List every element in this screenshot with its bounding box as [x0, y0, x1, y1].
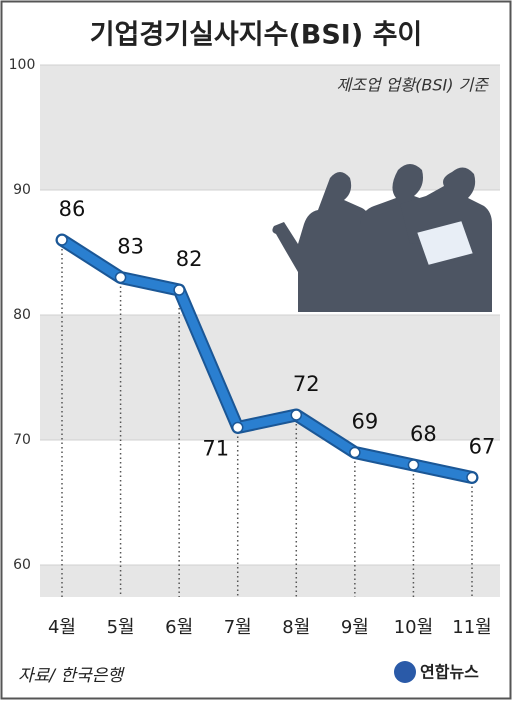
point: [407, 459, 420, 471]
credit: 연합뉴스: [420, 663, 479, 682]
point: [349, 446, 361, 459]
y-tick-label: 70: [13, 432, 31, 448]
data-label: 72: [293, 372, 320, 396]
data-label: 67: [469, 435, 496, 459]
y-tick-label: 90: [13, 182, 31, 198]
chart-title: 기업경기실사지수(BSI) 추이: [90, 20, 423, 51]
point: [56, 234, 68, 246]
x-tick-label: 11월: [452, 617, 491, 638]
x-tick-label: 10월: [394, 617, 433, 638]
point: [114, 271, 127, 284]
x-tick-label: 5월: [107, 617, 135, 638]
plot: 60 70 80 90 100 4월 5월 6월 7월 8월 9월 10월 11월 86 83 82 71 72 6…: [9, 57, 496, 638]
point: [231, 421, 244, 434]
logo-mark: [394, 661, 416, 683]
x-tick-label: 8월: [282, 617, 310, 638]
data-label: 68: [410, 422, 437, 446]
subtitle: 제조업 업황(BSI) 기준: [336, 76, 489, 95]
point: [173, 284, 185, 296]
y-tick-label: 100: [9, 57, 36, 73]
x-tick-label: 4월: [48, 617, 76, 638]
x-tick-label: 6월: [165, 617, 193, 638]
data-label: 86: [59, 197, 86, 221]
point: [466, 471, 478, 484]
data-label: 82: [176, 247, 203, 271]
y-tick-label: 80: [13, 307, 31, 323]
band: [40, 65, 500, 190]
x-tick-label: 9월: [341, 617, 369, 638]
data-label: 83: [117, 235, 144, 259]
point: [290, 409, 303, 421]
x-tick-label: 7월: [224, 617, 252, 638]
data-label: 71: [202, 437, 229, 461]
source: 자료/ 한국은행: [18, 666, 125, 686]
data-label: 69: [351, 410, 378, 434]
silhouettes: [272, 164, 492, 312]
y-tick-label: 60: [13, 557, 31, 573]
band: [40, 565, 500, 597]
line: [57, 235, 477, 482]
